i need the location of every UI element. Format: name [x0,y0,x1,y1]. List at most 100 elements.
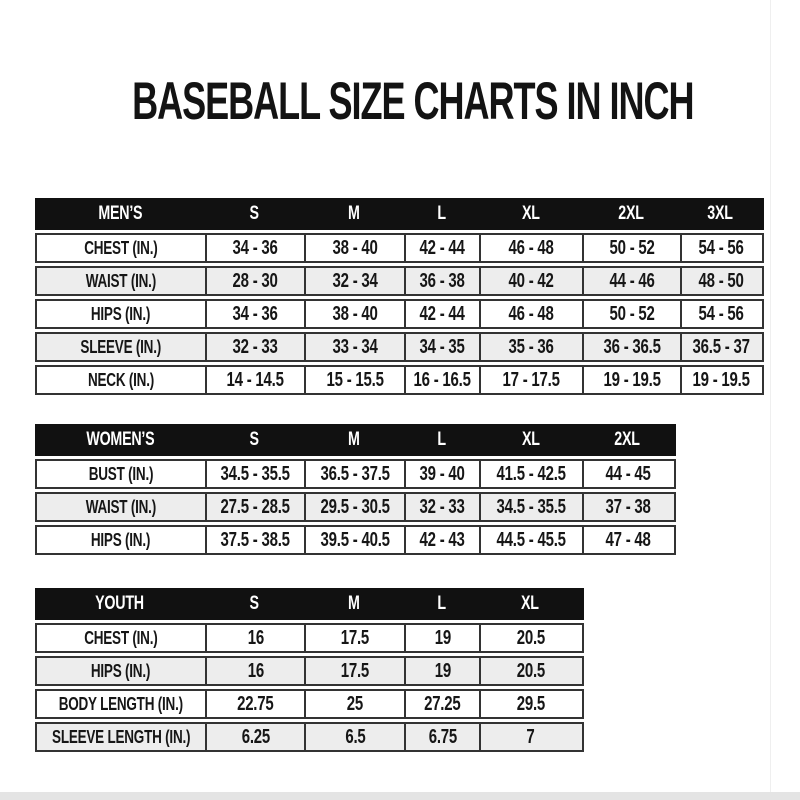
size-value-cell: 40 - 42 [479,268,582,294]
cell-text: 19 [434,659,451,682]
size-value-cell: 33 - 34 [304,334,404,360]
cell-text: 16 - 16.5 [413,368,472,391]
cell-text: 25 [346,692,364,715]
size-value-cell: 27.5 - 28.5 [205,494,304,520]
cell-text: 27.25 [424,692,461,715]
size-value-cell: 32 - 33 [404,494,479,520]
womens-size-table: WOMEN’S S M L XL 2XL BUST (IN.) 34.5 - 35.5 36.5… [35,424,676,555]
size-column-header: M [304,424,404,456]
size-column-header: 3XL [680,198,760,230]
cell-text: 37.5 - 38.5 [220,528,291,551]
size-value-cell: 41.5 - 42.5 [479,461,582,487]
size-value-cell: 14 - 14.5 [205,367,304,393]
cell-text: 39.5 - 40.5 [320,528,390,551]
cell-text: 14 - 14.5 [226,368,285,391]
cell-text: YOUTH [95,593,145,614]
size-value-cell: 6.25 [205,724,304,750]
size-value-cell: 28 - 30 [205,268,304,294]
cell-text: SLEEVE (IN.) [80,336,162,357]
size-value-cell: 17.5 [304,658,404,684]
cell-text: 35 - 36 [508,335,555,358]
cell-text: S [249,429,260,450]
cell-text: 19 [434,626,451,649]
cell-text: 6.25 [241,725,270,748]
row-label: BUST (IN.) [37,461,205,487]
size-value-cell: 44 - 45 [582,461,672,487]
size-value-cell: 6.5 [304,724,404,750]
cell-text: S [249,593,260,614]
size-value-cell: 25 [304,691,404,717]
size-value-cell: 50 - 52 [582,235,680,261]
row-label: HIPS (IN.) [37,527,205,553]
mens-header-label: MEN’S [35,198,205,230]
size-value-cell: 19 - 19.5 [582,367,680,393]
cell-text: 20.5 [516,659,545,682]
size-value-cell: 22.75 [205,691,304,717]
size-column-header: XL [479,588,580,620]
table-row: BUST (IN.) 34.5 - 35.5 36.5 - 37.5 39 - 40 4… [35,459,676,489]
cell-text: 34.5 - 35.5 [496,495,567,518]
size-value-cell: 32 - 33 [205,334,304,360]
row-label: WAIST (IN.) [37,494,205,520]
cell-text: 44 - 46 [609,269,655,292]
size-value-cell: 16 - 16.5 [404,367,479,393]
page-title-text: BASEBALL SIZE CHARTS IN INCH [132,72,694,131]
cell-text: 3XL [707,203,733,224]
cell-text: 44 - 45 [605,462,651,485]
size-value-cell: 16 [205,625,304,651]
size-value-cell: 36.5 - 37.5 [304,461,404,487]
cell-text: WAIST (IN.) [85,270,157,291]
size-column-header: XL [479,424,582,456]
cell-text: 42 - 44 [419,302,466,325]
cell-text: CHEST (IN.) [84,237,158,258]
cell-text: 47 - 48 [605,528,651,551]
table-row: WAIST (IN.) 27.5 - 28.5 29.5 - 30.5 32 - 33… [35,492,676,522]
size-value-cell: 36 - 36.5 [582,334,680,360]
cell-text: 50 - 52 [609,302,655,325]
row-label: HIPS (IN.) [37,658,205,684]
size-value-cell: 39.5 - 40.5 [304,527,404,553]
size-value-cell: 17.5 [304,625,404,651]
size-value-cell: 36 - 38 [404,268,479,294]
size-value-cell: 37.5 - 38.5 [205,527,304,553]
cell-text: MEN’S [97,203,143,224]
size-value-cell: 34 - 35 [404,334,479,360]
size-value-cell: 29.5 [479,691,580,717]
table-row: NECK (IN.) 14 - 14.5 15 - 15.5 16 - 16.5 17 … [35,365,764,395]
cell-text: 16 [247,659,264,682]
size-value-cell: 27.25 [404,691,479,717]
cell-text: 17 - 17.5 [502,368,561,391]
size-column-header: S [205,424,304,456]
size-value-cell: 34 - 36 [205,301,304,327]
size-column-header: S [205,588,304,620]
size-column-header: S [205,198,304,230]
cell-text: 38 - 40 [332,236,378,259]
mens-size-table: MEN’S S M L XL 2XL 3XL CHEST (IN.) 34 - 36 38 - 4… [35,198,764,395]
cell-text: 34 - 36 [232,302,279,325]
cell-text: 32 - 33 [232,335,279,358]
size-value-cell: 19 [404,658,479,684]
cell-text: 41.5 - 42.5 [496,462,567,485]
cell-text: 40 - 42 [508,269,555,292]
cell-text: 50 - 52 [609,236,655,259]
row-label: SLEEVE (IN.) [37,334,205,360]
youth-header-bar: YOUTH S M L XL [35,588,584,620]
table-row: HIPS (IN.) 37.5 - 38.5 39.5 - 40.5 42 - 43 4… [35,525,676,555]
cell-text: 32 - 33 [419,495,466,518]
size-value-cell: 38 - 40 [304,235,404,261]
scan-artifact-line [770,0,771,792]
bottom-strip [0,792,800,800]
cell-text: 39 - 40 [419,462,466,485]
table-row: SLEEVE LENGTH (IN.) 6.25 6.5 6.75 7 [35,722,584,752]
cell-text: 22.75 [237,692,274,715]
cell-text: XL [520,593,539,614]
cell-text: 54 - 56 [698,236,744,259]
size-value-cell: 16 [205,658,304,684]
cell-text: 16 [247,626,264,649]
size-column-header: M [304,198,404,230]
cell-text: 46 - 48 [508,302,555,325]
cell-text: 20.5 [516,626,545,649]
size-value-cell: 47 - 48 [582,527,672,553]
cell-text: 29.5 - 30.5 [320,495,390,518]
size-value-cell: 36.5 - 37 [680,334,760,360]
